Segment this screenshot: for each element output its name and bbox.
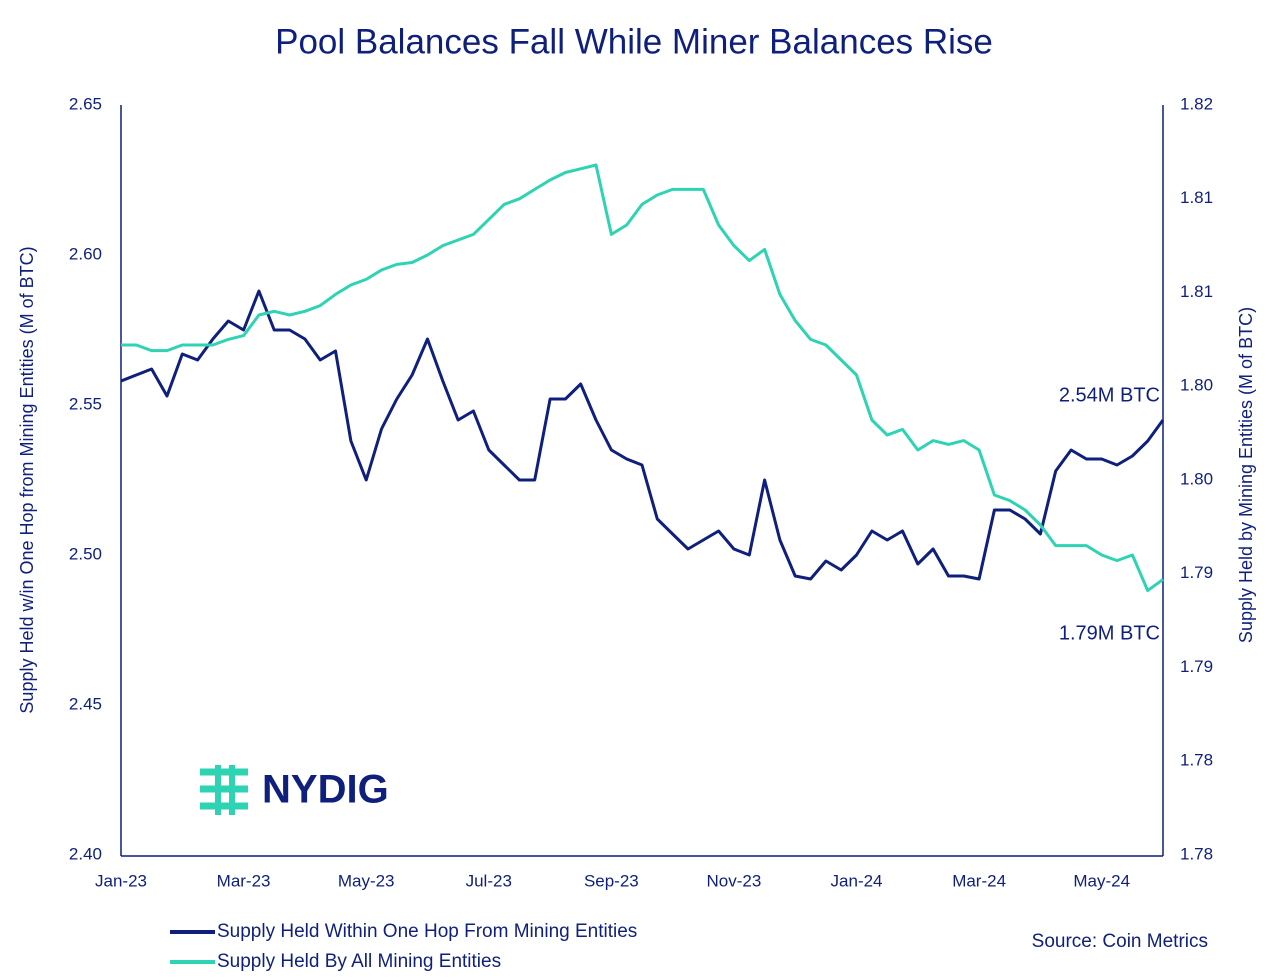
y-tick-label: 2.40: [69, 844, 102, 863]
y2-tick-label: 1.79: [1180, 657, 1213, 676]
annotation: 2.54M BTC: [1059, 384, 1160, 406]
x-tick-label: Nov-23: [707, 871, 762, 890]
logo-stems: [215, 765, 235, 815]
logo-text: NYDIG: [262, 768, 389, 812]
logo-bars: [200, 768, 248, 810]
annotation: 1.79M BTC: [1059, 622, 1160, 644]
y2-tick-label: 1.80: [1180, 469, 1213, 488]
y-tick-label: 2.65: [69, 94, 102, 113]
y2-tick-label: 1.82: [1180, 94, 1213, 113]
y-tick-label: 2.60: [69, 244, 102, 263]
legend-label: Supply Held By All Mining Entities: [217, 951, 501, 972]
y2-tick-label: 1.81: [1180, 282, 1213, 301]
logo: NYDIG: [200, 765, 389, 815]
x-tick-label: Jan-23: [95, 871, 147, 890]
x-tick-label: Mar-24: [952, 871, 1006, 890]
y-tick-label: 2.55: [69, 394, 102, 413]
x-tick-label: Mar-23: [217, 871, 271, 890]
y2-tick-label: 1.78: [1180, 844, 1213, 863]
x-tick-label: Jul-23: [466, 871, 512, 890]
y-tick-label: 2.45: [69, 694, 102, 713]
x-tick-label: May-24: [1073, 871, 1130, 890]
y-tick-label: 2.50: [69, 544, 102, 563]
chart-title: Pool Balances Fall While Miner Balances …: [275, 22, 993, 61]
series-line: [121, 163, 1164, 593]
y2-tick-label: 1.80: [1180, 376, 1213, 395]
y2-tick-label: 1.81: [1180, 188, 1213, 207]
source: Source: Coin Metrics: [1032, 931, 1208, 952]
y2-tick-label: 1.78: [1180, 751, 1213, 770]
series-line: [120, 289, 1165, 581]
x-tick-label: May-23: [338, 871, 395, 890]
x-tick-label: Sep-23: [584, 871, 639, 890]
y2-tick-label: 1.79: [1180, 563, 1213, 582]
x-tick-label: Jan-24: [831, 871, 883, 890]
legend-label: Supply Held Within One Hop From Mining E…: [217, 921, 637, 942]
y-axis-label: Supply Held w/in One Hop from Mining Ent…: [17, 246, 37, 713]
y2-axis-label: Supply Held by Mining Entities (M of BTC…: [1236, 307, 1256, 643]
